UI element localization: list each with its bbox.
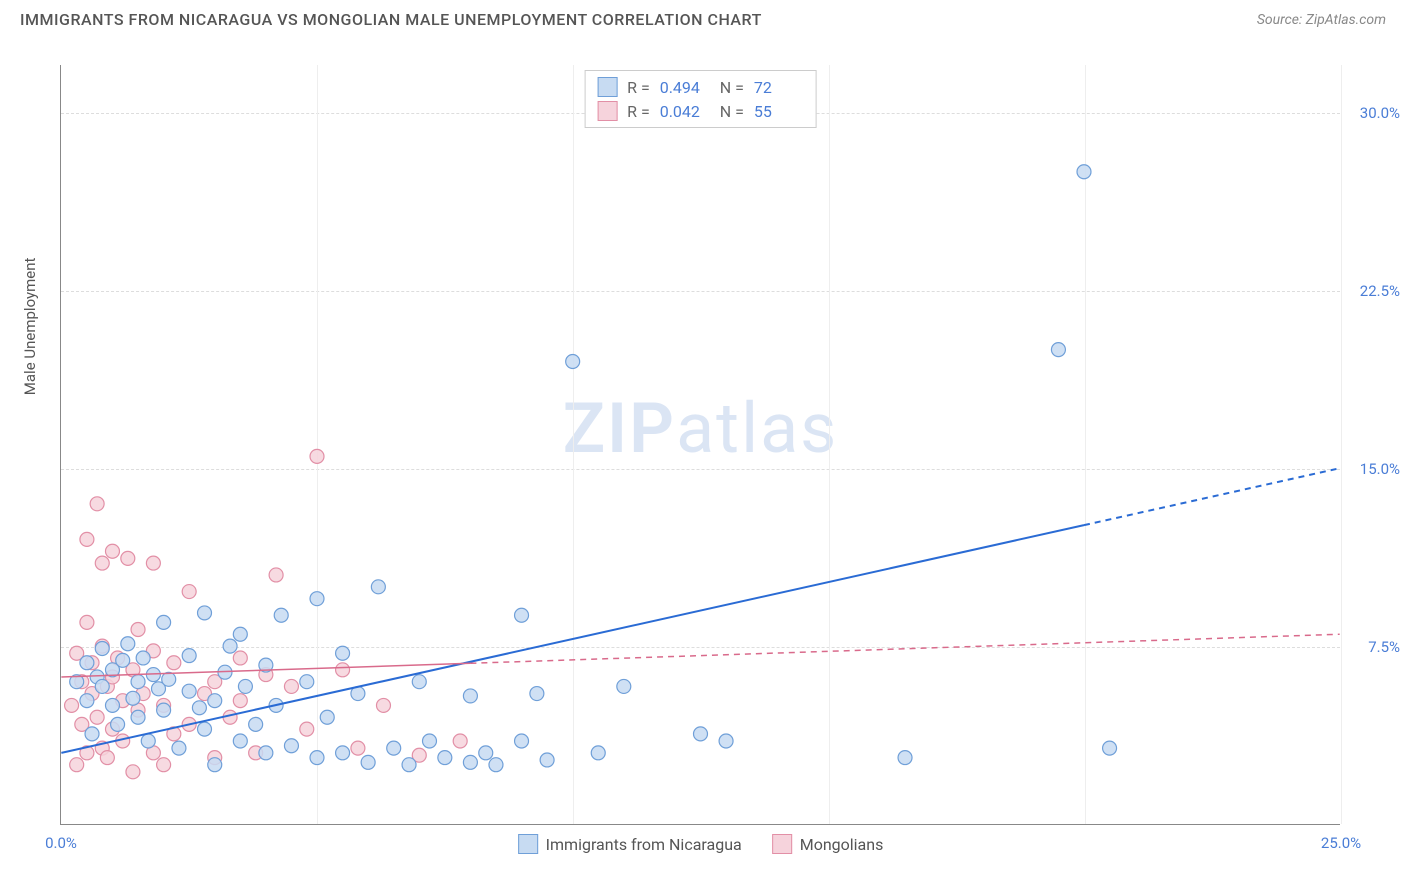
y-tick-label: 7.5% <box>1368 638 1400 656</box>
r-value-mongolians: 0.042 <box>660 102 710 121</box>
gridline-horizontal <box>61 647 1340 648</box>
legend-label-nicaragua: Immigrants from Nicaragua <box>546 835 742 854</box>
legend-item-mongolians: Mongolians <box>772 834 884 854</box>
plot-area: ZIPatlas R = 0.494 N = 72 R = 0.042 N = … <box>60 65 1340 825</box>
chart-header: IMMIGRANTS FROM NICARAGUA VS MONGOLIAN M… <box>0 0 1406 34</box>
y-tick-label: 15.0% <box>1360 460 1400 478</box>
chart-source: Source: ZipAtlas.com <box>1257 12 1386 28</box>
watermark: ZIPatlas <box>563 388 839 470</box>
legend-swatch-icon <box>772 834 792 854</box>
r-value-nicaragua: 0.494 <box>660 78 710 97</box>
scatter-svg <box>61 65 1340 824</box>
y-tick-label: 22.5% <box>1360 282 1400 300</box>
chart-container: Male Unemployment ZIPatlas R = 0.494 N =… <box>50 45 1390 865</box>
chart-title: IMMIGRANTS FROM NICARAGUA VS MONGOLIAN M… <box>20 10 762 29</box>
gridline-vertical <box>1341 65 1342 824</box>
gridline-vertical <box>1085 65 1086 824</box>
gridline-vertical <box>317 65 318 824</box>
gridline-horizontal <box>61 469 1340 470</box>
legend-item-nicaragua: Immigrants from Nicaragua <box>518 834 742 854</box>
gridline-vertical <box>573 65 574 824</box>
legend-series: Immigrants from Nicaragua Mongolians <box>518 834 884 854</box>
legend-row-nicaragua: R = 0.494 N = 72 <box>597 75 804 99</box>
x-tick-label: 0.0% <box>45 834 77 852</box>
y-tick-label: 30.0% <box>1360 104 1400 122</box>
gridline-horizontal <box>61 291 1340 292</box>
legend-row-mongolians: R = 0.042 N = 55 <box>597 99 804 123</box>
legend-label-mongolians: Mongolians <box>800 835 884 854</box>
n-value-nicaragua: 72 <box>754 78 804 97</box>
gridline-vertical <box>829 65 830 824</box>
legend-swatch-mongolians <box>597 101 617 121</box>
y-axis-label: Male Unemployment <box>21 258 39 396</box>
legend-swatch-nicaragua <box>597 77 617 97</box>
n-value-mongolians: 55 <box>754 102 804 121</box>
x-tick-label: 25.0% <box>1321 834 1361 852</box>
legend-correlation: R = 0.494 N = 72 R = 0.042 N = 55 <box>584 70 817 128</box>
legend-swatch-icon <box>518 834 538 854</box>
